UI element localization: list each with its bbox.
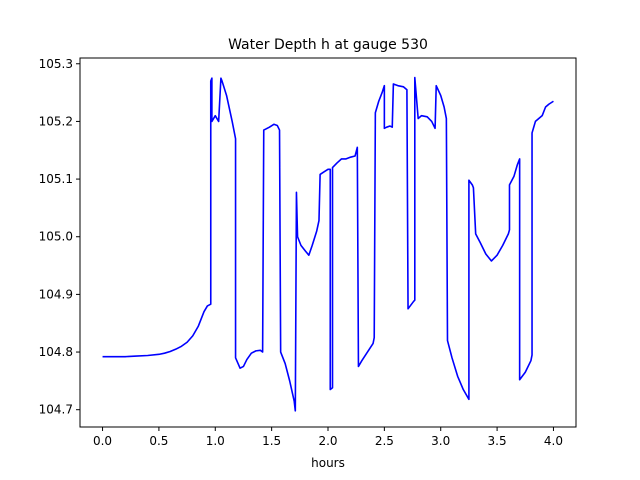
y-tick-label: 105.0: [39, 230, 73, 244]
x-tick-label: 1.5: [262, 434, 281, 448]
y-ticks: 104.7 104.8 104.9 105.0 105.1 105.2 105.3: [39, 57, 80, 417]
plot-area: [80, 58, 576, 427]
x-tick-label: 1.0: [206, 434, 225, 448]
x-tick-label: 4.0: [544, 434, 563, 448]
series-line-0: [102, 76, 554, 412]
y-tick-label: 104.8: [39, 345, 73, 359]
x-ticks: 0.0 0.5 1.0 1.5 2.0 2.5 3.0 3.5 4.0: [93, 427, 563, 448]
x-tick-label: 2.0: [318, 434, 337, 448]
x-tick-label: 0.0: [93, 434, 112, 448]
x-tick-label: 3.0: [431, 434, 450, 448]
y-tick-label: 104.7: [39, 403, 73, 417]
x-axis-label: hours: [311, 456, 345, 470]
x-tick-label: 0.5: [149, 434, 168, 448]
x-tick-label: 3.5: [488, 434, 507, 448]
y-tick-label: 105.1: [39, 172, 73, 186]
y-tick-label: 105.3: [39, 57, 73, 71]
chart-title: Water Depth h at gauge 530: [228, 37, 428, 53]
y-tick-label: 105.2: [39, 114, 73, 128]
series-layer: [102, 76, 554, 412]
x-tick-label: 2.5: [375, 434, 394, 448]
y-tick-label: 104.9: [39, 287, 73, 301]
